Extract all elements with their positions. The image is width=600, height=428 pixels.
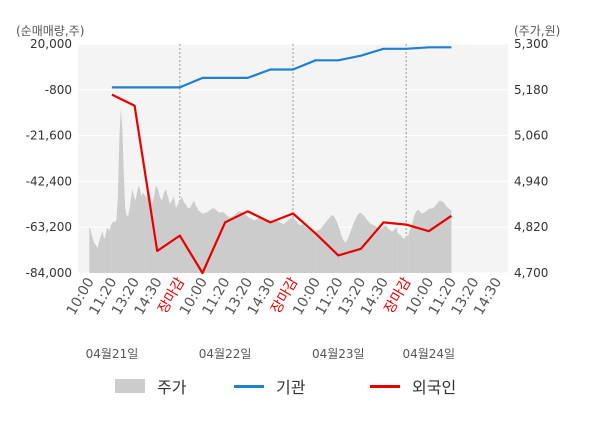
right-axis-unit: (주가,원) — [514, 24, 561, 38]
right-axis-tick-label: 5,060 — [514, 129, 548, 143]
legend-label-foreign: 외국인 — [412, 378, 457, 397]
stock-price-area — [408, 200, 452, 273]
stock-price-area — [293, 217, 316, 273]
date-label: 04월22일 — [199, 347, 252, 361]
left-axis-tick-label: -63,200 — [26, 220, 72, 234]
legend-item-stock-price: 주가 — [115, 374, 186, 398]
left-axis-tick-label: 20,000 — [30, 37, 72, 51]
legend-item-institution: 기관 — [234, 374, 305, 398]
left-axis-unit: (순매매량,주) — [16, 24, 85, 38]
stock-price-area — [111, 108, 146, 274]
right-axis-tick-label: 4,700 — [514, 266, 548, 280]
stock-price-area — [197, 208, 293, 273]
chart-legend: 주가 기관 외국인 — [0, 374, 600, 398]
right-axis-tick-label: 4,940 — [514, 174, 548, 188]
investor-trend-chart: 20,000 -800 -21,600 -42,400 -63,200 -84,000 5,… — [26, 37, 549, 361]
date-label: 04월21일 — [86, 347, 139, 361]
legend-label-institution: 기관 — [276, 378, 306, 397]
left-axis-tick-label: -42,400 — [26, 174, 72, 188]
stock-price-area — [315, 212, 398, 273]
date-label: 04월24일 — [402, 347, 455, 361]
left-axis-tick-label: -84,000 — [26, 266, 72, 280]
legend-item-foreign: 외국인 — [370, 374, 456, 398]
legend-label-stock-price: 주가 — [157, 378, 187, 397]
foreign-line — [111, 93, 453, 275]
institution-line — [111, 46, 452, 89]
left-axis-tick-label: -800 — [45, 83, 72, 97]
date-label: 04월23일 — [312, 347, 365, 361]
right-axis-tick-label: 5,180 — [514, 83, 548, 97]
stock-price-area — [89, 223, 112, 273]
right-axis-tick-label: 4,820 — [514, 220, 548, 234]
legend-swatch-stock-price — [115, 379, 145, 393]
legend-swatch-foreign — [370, 384, 400, 388]
left-axis-tick-label: -21,600 — [26, 129, 72, 143]
right-axis-tick-label: 5,300 — [514, 37, 548, 51]
stock-price-area — [397, 231, 409, 273]
legend-swatch-institution — [234, 384, 264, 388]
